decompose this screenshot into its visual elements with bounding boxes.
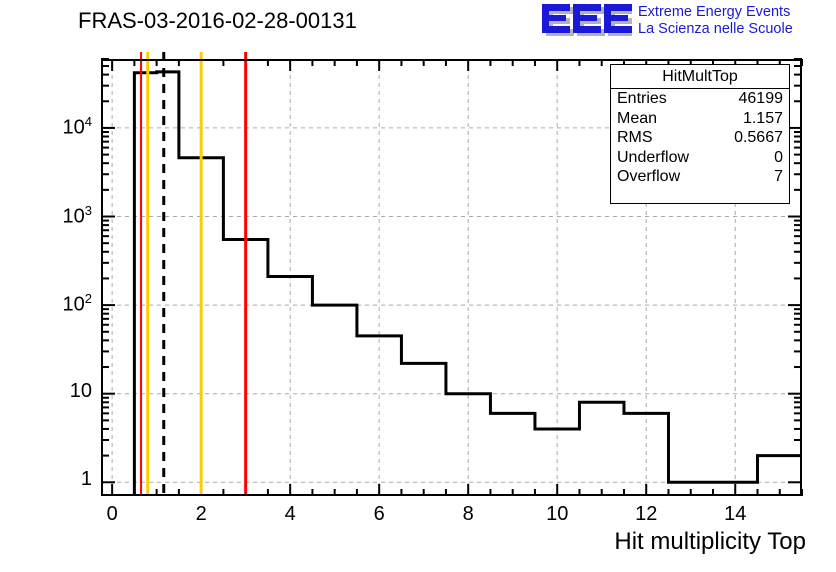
eee-logo-line1: Extreme Energy Events [638, 4, 791, 20]
eee-logo-line2: La Scienza nelle Scuole [638, 21, 793, 37]
stats-row: Overflow 7 [611, 167, 789, 187]
x-axis-tick-label: 12 [635, 503, 658, 525]
y-axis-tick-label: 102 [62, 291, 92, 316]
stats-row: RMS 0.5667 [611, 128, 789, 148]
page-title: FRAS-03-2016-02-28-00131 [78, 8, 357, 33]
stats-row-label: Entries [617, 90, 667, 107]
stats-rows: Entries 46199 Mean 1.157 RMS 0.5667 Underflow 0… [611, 89, 789, 187]
x-axis-tick-label: 2 [195, 503, 207, 525]
eee-logo-text: Extreme Energy Events La Scienza nelle S… [638, 4, 793, 38]
y-axis-tick-label: 10 [69, 379, 92, 402]
stats-box: HitMultTop Entries 46199 Mean 1.157 RMS 0.566… [610, 64, 790, 204]
y-axis-tick-label: 104 [62, 113, 92, 139]
stats-row-label: Mean [617, 109, 658, 127]
stats-row-value: 0 [774, 148, 783, 166]
stats-row-value: 46199 [738, 90, 784, 107]
eee-logo-mark [542, 4, 632, 36]
x-axis-tick-label: 10 [546, 503, 569, 525]
stats-row-value: 7 [774, 168, 783, 185]
marker-lines [140, 52, 248, 496]
stats-row: Underflow 0 [611, 148, 789, 168]
histogram-steps [132, 70, 802, 496]
stats-row: Mean 1.157 [611, 109, 789, 129]
x-axis-title: Hit multiplicity Top [614, 528, 806, 555]
gridlines [101, 59, 802, 496]
plot-frame [101, 59, 802, 496]
stats-row-value: 1.157 [742, 109, 783, 127]
stats-row-label: RMS [617, 129, 653, 146]
stats-title: HitMultTop [611, 65, 789, 89]
x-axis-tick-label: 6 [373, 503, 385, 525]
y-axis-tick-label: 103 [62, 202, 92, 228]
stats-row: Entries 46199 [611, 89, 789, 109]
stats-row-label: Underflow [617, 148, 690, 166]
x-axis-tick-label: 0 [106, 503, 118, 525]
x-axis-tick-label: 8 [462, 503, 474, 525]
x-axis-tick-label: 4 [284, 503, 296, 525]
eee-logo: Extreme Energy Events La Scienza nelle S… [538, 2, 834, 42]
y-axis-tick-label: 1 [80, 468, 92, 491]
stats-row-label: Overflow [617, 168, 681, 185]
x-axis-tick-label: 14 [724, 503, 747, 525]
stats-row-value: 0.5667 [734, 129, 783, 146]
